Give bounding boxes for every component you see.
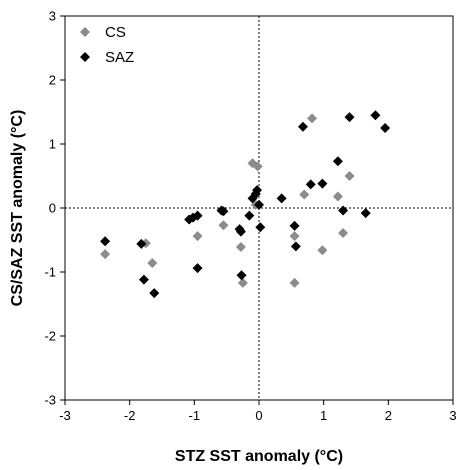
- saz-data-point: [192, 210, 203, 221]
- x-tick-label: 1: [320, 408, 327, 423]
- cs-data-point: [338, 227, 349, 238]
- cs-data-point: [344, 171, 355, 181]
- saz-data-point: [235, 226, 246, 237]
- y-tick-label: 2: [49, 73, 56, 88]
- saz-data-point: [192, 263, 203, 274]
- y-tick-label: 3: [49, 9, 56, 24]
- y-tick-label: -2: [44, 329, 56, 344]
- cs-data-point: [307, 113, 318, 124]
- saz-data-point: [305, 179, 316, 190]
- saz-data-point: [252, 185, 263, 196]
- data-points: [100, 110, 391, 299]
- saz-data-point: [290, 241, 301, 252]
- saz-data-point: [380, 123, 391, 133]
- legend: CS SAZ: [80, 24, 134, 66]
- cs-data-point: [218, 220, 229, 231]
- x-tick-label: -2: [124, 408, 136, 423]
- y-axis-label: CS/SAZ SST anomaly (°C): [9, 110, 26, 307]
- saz-data-point: [244, 210, 255, 221]
- saz-data-point: [254, 199, 264, 210]
- legend-marker-cs: [80, 27, 90, 37]
- cs-data-point: [192, 231, 203, 242]
- saz-data-point: [297, 121, 308, 132]
- x-tick-label: 3: [449, 408, 456, 423]
- legend-label-cs: CS: [105, 24, 126, 41]
- cs-data-point: [299, 189, 310, 200]
- saz-data-point: [255, 222, 266, 233]
- saz-data-point: [100, 236, 111, 247]
- saz-data-point: [218, 206, 229, 217]
- legend-label-saz: SAZ: [105, 49, 134, 66]
- saz-data-point: [344, 112, 355, 123]
- saz-data-point: [317, 178, 328, 189]
- cs-data-point: [289, 231, 300, 242]
- saz-data-point: [138, 274, 149, 285]
- y-tick-label: -3: [44, 393, 56, 408]
- saz-data-point: [370, 110, 381, 121]
- cs-data-point: [237, 277, 248, 288]
- y-tick-label: 1: [49, 137, 56, 152]
- saz-data-point: [149, 288, 160, 299]
- saz-data-point: [360, 208, 371, 219]
- saz-data-point: [332, 156, 343, 167]
- cs-data-point: [235, 242, 246, 253]
- saz-data-point: [289, 220, 300, 231]
- cs-data-point: [147, 258, 158, 269]
- saz-data-point: [338, 205, 349, 216]
- cs-data-point: [252, 161, 263, 172]
- saz-data-point: [276, 193, 287, 204]
- y-tick-label: -1: [44, 265, 56, 280]
- y-tick-label: 0: [49, 201, 56, 216]
- x-tick-label: -1: [189, 408, 201, 423]
- saz-data-point: [136, 238, 147, 249]
- cs-data-point: [289, 277, 300, 288]
- cs-data-point: [332, 191, 343, 202]
- cs-data-point: [317, 245, 328, 256]
- x-tick-label: -3: [59, 408, 71, 423]
- x-tick-label: 2: [385, 408, 392, 423]
- axis-ticks: -3 -2 -1 0 1 2 3 -3 -2 -1 0 1 2 3: [44, 9, 456, 424]
- x-tick-label: 0: [255, 408, 262, 423]
- legend-marker-saz: [80, 52, 90, 62]
- x-axis-label: STZ SST anomaly (°C): [175, 448, 343, 465]
- cs-data-point: [100, 249, 111, 260]
- saz-data-point: [236, 270, 247, 281]
